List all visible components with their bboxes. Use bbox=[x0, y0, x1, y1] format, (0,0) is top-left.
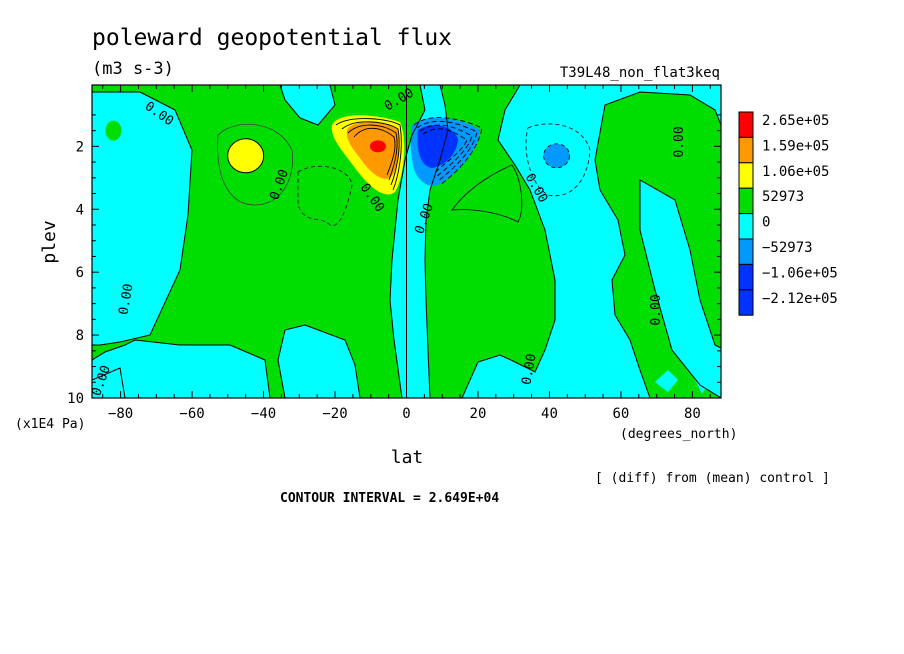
x-tick-label: −20 bbox=[322, 406, 347, 422]
chart-title: poleward geopotential flux bbox=[92, 25, 452, 51]
positive-island bbox=[105, 120, 122, 141]
colorbar-label: 1.59e+05 bbox=[762, 138, 829, 154]
negative-region-2 bbox=[92, 92, 192, 345]
positive-contour-line bbox=[341, 121, 400, 186]
colorbar-label: 2.65e+05 bbox=[762, 113, 829, 129]
colorbar-swatch bbox=[738, 238, 754, 265]
contour-line bbox=[217, 124, 294, 206]
colorbar-label: −2.12e+05 bbox=[762, 291, 838, 307]
zero-contour bbox=[92, 91, 193, 346]
negative-contour-line bbox=[419, 124, 473, 178]
y-tick-label: 6 bbox=[76, 265, 84, 281]
colorbar-label: 1.06e+05 bbox=[762, 164, 829, 180]
contour-label: 0.00 bbox=[519, 353, 539, 386]
colorbar-swatch bbox=[738, 289, 754, 316]
positive-contour-line bbox=[347, 124, 398, 181]
x-tick-label: 80 bbox=[684, 406, 701, 422]
negative-contour-line bbox=[416, 120, 478, 182]
x-tick-label: 0 bbox=[402, 406, 410, 422]
positive-max-sh bbox=[227, 138, 265, 174]
colorbar-swatch bbox=[738, 263, 754, 291]
y-tick-label: 2 bbox=[76, 139, 84, 155]
diff-subtitle: [ (diff) from (mean) control ] bbox=[595, 471, 830, 486]
negative-region-3 bbox=[640, 180, 721, 398]
negative-region-1 bbox=[280, 85, 335, 125]
negative-min-core bbox=[417, 125, 458, 168]
x-tick-label: −40 bbox=[251, 406, 276, 422]
x-tick-label: −80 bbox=[108, 406, 133, 422]
colorbar-swatch bbox=[738, 213, 754, 240]
positive-contour-line bbox=[335, 118, 402, 191]
experiment-label: T39L48_non_flat3keq bbox=[560, 65, 720, 81]
colorbar-swatch bbox=[738, 187, 754, 215]
x-tick-label: 40 bbox=[541, 406, 558, 422]
negative-region-4 bbox=[92, 368, 125, 398]
negative-min-nh bbox=[543, 143, 571, 169]
zero-contour bbox=[92, 85, 426, 398]
x-tick-label: 60 bbox=[613, 406, 630, 422]
negative-contour-line bbox=[525, 123, 591, 197]
y-tick-label: 8 bbox=[76, 328, 84, 344]
y-tick-label: 4 bbox=[76, 202, 84, 218]
x-tick-label: 20 bbox=[470, 406, 487, 422]
negative-contour-line bbox=[413, 117, 483, 186]
x-axis-label: lat bbox=[391, 447, 424, 468]
zero-contour bbox=[92, 367, 126, 398]
zero-contour bbox=[639, 179, 721, 398]
colorbar: 2.65e+05 1.59e+05 1.06e+05 52973 0 −52973 −1.0… bbox=[738, 111, 838, 316]
positive-max-core bbox=[369, 140, 386, 153]
zero-contour bbox=[279, 85, 336, 126]
x-axis: −80 −60 −40 −20 0 20 40 60 80 bbox=[102, 85, 711, 422]
colorbar-swatch bbox=[738, 162, 754, 189]
y-tick-label: 10 bbox=[67, 391, 84, 407]
negative-contour-line bbox=[297, 165, 353, 226]
contour-line bbox=[451, 164, 523, 223]
contour-label: 0.00 bbox=[672, 126, 687, 157]
x-tick-label: −60 bbox=[179, 406, 204, 422]
colorbar-swatch bbox=[738, 111, 754, 138]
colorbar-label: 0 bbox=[762, 215, 770, 231]
x-axis-units: (degrees_north) bbox=[620, 427, 737, 442]
contour-lines bbox=[92, 85, 721, 398]
colorbar-label: 52973 bbox=[762, 189, 804, 205]
zero-contour bbox=[594, 91, 721, 398]
contour-label: 0.00 bbox=[116, 283, 136, 316]
y-axis-label: plev bbox=[39, 220, 60, 263]
contour-interval: CONTOUR INTERVAL = 2.649E+04 bbox=[280, 491, 499, 506]
colorbar-swatch bbox=[738, 136, 754, 164]
positive-contour-line bbox=[353, 127, 396, 176]
colorbar-label: −52973 bbox=[762, 240, 813, 256]
colorbar-label: −1.06e+05 bbox=[762, 265, 838, 281]
y-axis: 2 4 6 8 10 bbox=[67, 114, 721, 407]
negative-island bbox=[694, 368, 710, 394]
contour-label: 0.00 bbox=[649, 294, 664, 325]
zero-contour bbox=[424, 85, 556, 398]
chart-units: (m3 s-3) bbox=[92, 59, 174, 79]
y-axis-units: (x1E4 Pa) bbox=[15, 417, 85, 432]
negative-island bbox=[655, 370, 678, 392]
